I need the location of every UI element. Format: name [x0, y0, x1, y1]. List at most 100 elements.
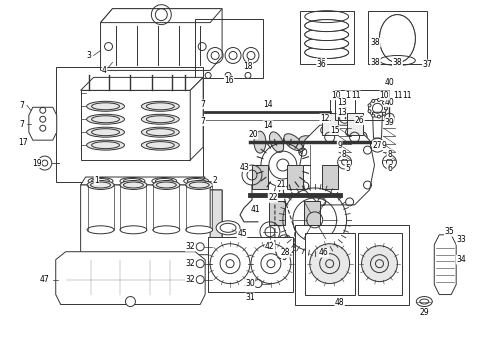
Ellipse shape [87, 226, 114, 234]
Polygon shape [208, 237, 293, 292]
Text: 10: 10 [380, 91, 389, 100]
Text: 32: 32 [243, 279, 253, 288]
Text: 11: 11 [403, 91, 412, 100]
Text: 32: 32 [185, 275, 195, 284]
Text: 6: 6 [387, 163, 392, 172]
Text: 29: 29 [419, 308, 429, 317]
Ellipse shape [379, 15, 416, 62]
Circle shape [372, 99, 375, 103]
Text: 10: 10 [331, 91, 341, 100]
Bar [305, 233, 355, 294]
Polygon shape [190, 77, 203, 160]
Text: 4: 4 [102, 66, 107, 75]
Text: 31: 31 [245, 293, 255, 302]
Bar [304, 201, 320, 225]
Text: 20: 20 [248, 130, 258, 139]
Text: 39: 39 [385, 118, 394, 127]
Text: 15: 15 [330, 126, 340, 135]
Text: 40: 40 [385, 98, 394, 107]
Text: 17: 17 [18, 138, 27, 147]
Ellipse shape [186, 226, 213, 234]
Text: 7: 7 [201, 117, 206, 126]
Text: 12: 12 [320, 114, 329, 123]
Text: 13: 13 [337, 98, 346, 107]
Text: 19: 19 [32, 158, 42, 167]
Text: 7: 7 [20, 120, 25, 129]
Ellipse shape [87, 180, 114, 189]
Text: 41: 41 [250, 206, 260, 215]
Ellipse shape [152, 177, 177, 184]
Ellipse shape [120, 226, 147, 234]
Ellipse shape [333, 134, 353, 150]
Text: 18: 18 [243, 62, 253, 71]
Circle shape [385, 107, 388, 110]
Text: 46: 46 [319, 248, 329, 257]
Circle shape [372, 114, 375, 117]
Ellipse shape [88, 177, 113, 184]
Polygon shape [434, 235, 456, 294]
Polygon shape [100, 9, 222, 23]
Bar [346, 113, 363, 135]
Text: 13: 13 [337, 108, 346, 117]
Bar [300, 11, 354, 64]
Ellipse shape [142, 101, 179, 111]
Text: 47: 47 [40, 275, 49, 284]
Text: 40: 40 [385, 78, 394, 87]
Ellipse shape [254, 131, 266, 153]
Circle shape [368, 110, 371, 113]
Polygon shape [372, 112, 383, 138]
Text: 8: 8 [387, 150, 392, 159]
Text: 16: 16 [224, 76, 234, 85]
Text: 37: 37 [422, 60, 432, 69]
Circle shape [383, 102, 386, 104]
Text: 11: 11 [393, 91, 403, 100]
Bar [358, 233, 402, 294]
Ellipse shape [142, 140, 179, 150]
Ellipse shape [87, 114, 124, 124]
Ellipse shape [184, 177, 209, 184]
Text: 8: 8 [341, 150, 346, 159]
Text: 11: 11 [345, 91, 354, 100]
Polygon shape [300, 125, 374, 205]
Bar [195, 19, 263, 78]
Ellipse shape [284, 134, 302, 150]
Circle shape [377, 115, 380, 118]
Ellipse shape [142, 114, 179, 124]
Bar [270, 201, 285, 225]
Ellipse shape [87, 140, 124, 150]
Ellipse shape [87, 101, 124, 111]
Text: 32: 32 [185, 259, 195, 268]
Text: 27: 27 [373, 141, 382, 150]
Text: 22: 22 [268, 193, 278, 202]
Ellipse shape [120, 180, 147, 189]
Text: 34: 34 [456, 255, 466, 264]
Bar [56, 67, 203, 182]
Bar [295, 225, 409, 305]
Text: 11: 11 [351, 91, 360, 100]
Polygon shape [100, 9, 222, 71]
Bar [287, 165, 303, 189]
Text: 43: 43 [239, 163, 249, 172]
Text: 1: 1 [94, 176, 99, 185]
Ellipse shape [305, 20, 348, 32]
Text: 9: 9 [381, 141, 386, 150]
Polygon shape [81, 90, 190, 160]
Ellipse shape [305, 37, 348, 50]
Text: 14: 14 [263, 121, 273, 130]
Ellipse shape [186, 180, 213, 189]
Text: 38: 38 [370, 38, 380, 47]
Text: 45: 45 [237, 229, 247, 238]
Polygon shape [81, 185, 222, 255]
Polygon shape [81, 177, 205, 185]
Text: 7: 7 [201, 100, 206, 109]
Text: 36: 36 [317, 58, 326, 67]
Bar [322, 113, 338, 135]
Text: 38: 38 [392, 58, 402, 67]
Text: 38: 38 [370, 58, 380, 67]
Circle shape [310, 244, 349, 284]
Text: 48: 48 [335, 298, 344, 307]
Ellipse shape [270, 132, 284, 152]
Text: 7: 7 [20, 101, 25, 110]
Text: 32: 32 [185, 242, 195, 251]
Text: 44: 44 [251, 207, 261, 216]
